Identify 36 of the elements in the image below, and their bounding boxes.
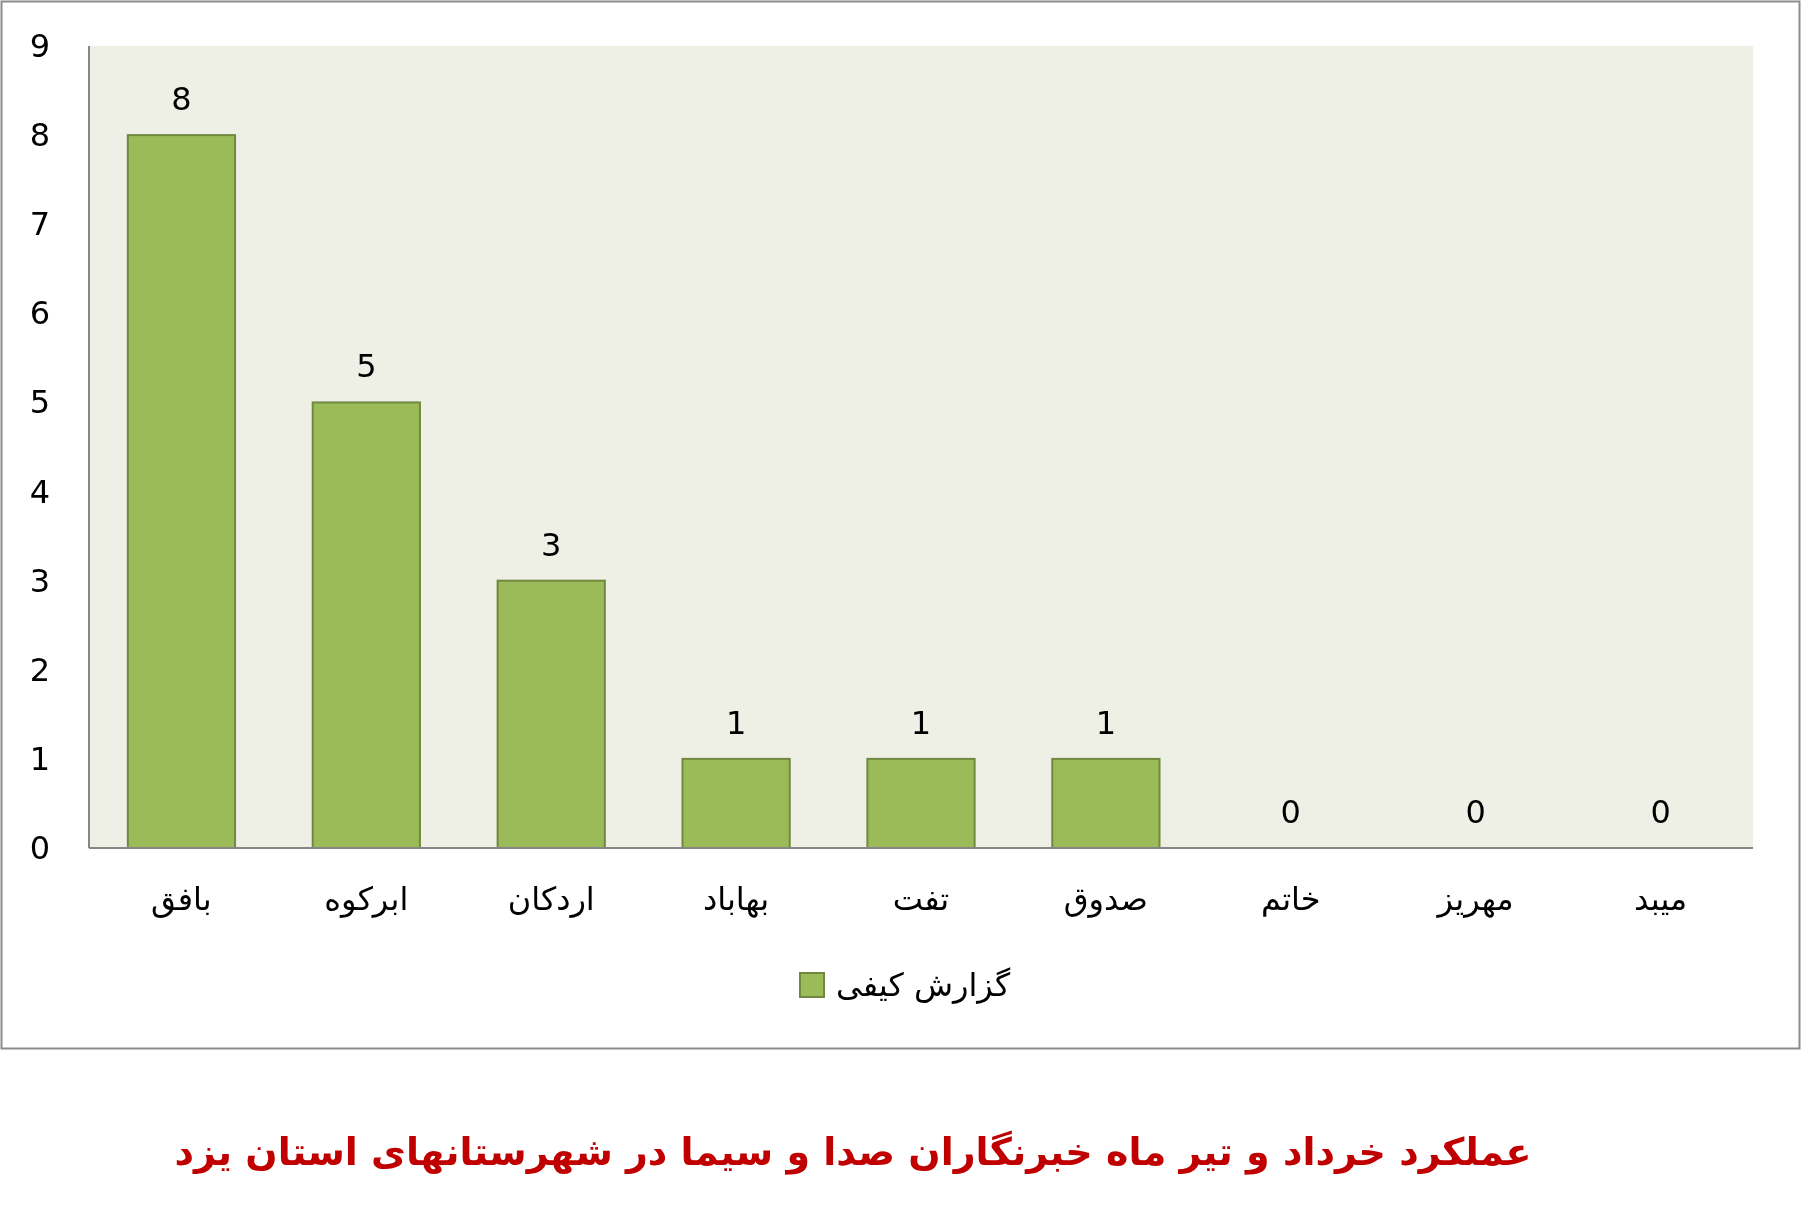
text: عملکرد خرداد و تیر ماه خبرنگاران صدا و سیما در شهرستانهای استان یزد (174, 1130, 1532, 1175)
y-tick-label: 0 (29, 829, 51, 867)
y-tick-label: 2 (29, 650, 51, 689)
y-tick-label: 3 (29, 561, 51, 600)
data-label: 5 (356, 347, 377, 386)
data-label: 0 (1280, 793, 1301, 831)
y-tick-label: 9 (29, 27, 51, 65)
bar (126, 134, 237, 849)
data-label: 0 (1465, 793, 1486, 831)
data-label: 8 (171, 80, 192, 119)
data-label: 0 (1650, 793, 1671, 831)
x-tick-label: بهاباد (702, 880, 770, 918)
x-tick-label: تفت (892, 880, 950, 918)
data-label: 1 (725, 703, 747, 742)
legend-label: گزارش کیفی (836, 966, 1011, 1004)
x-tick-label: مهریز (1435, 880, 1514, 918)
y-tick-label: 5 (29, 383, 51, 422)
bar (311, 401, 421, 849)
y-tick-label: 4 (29, 472, 51, 511)
x-tick-label: اردکان (507, 880, 595, 918)
bar (496, 579, 606, 849)
bar (1051, 757, 1161, 849)
bar (681, 757, 791, 849)
y-tick-label: 1 (29, 739, 51, 778)
data-label: 1 (1095, 703, 1117, 742)
x-tick-label: میبد (1633, 880, 1688, 918)
y-tick-label: 6 (29, 294, 51, 333)
data-label: 1 (910, 703, 932, 742)
y-tick-label: 8 (29, 116, 51, 155)
x-tick-label: ابرکوه (324, 880, 409, 918)
x-tick-label: صدوق (1063, 880, 1149, 918)
y-tick-label: 7 (29, 205, 51, 244)
x-tick-label: خاتم (1260, 880, 1321, 918)
x-tick-label: بافق (151, 880, 212, 918)
bar (866, 757, 976, 849)
data-label: 3 (541, 525, 562, 564)
